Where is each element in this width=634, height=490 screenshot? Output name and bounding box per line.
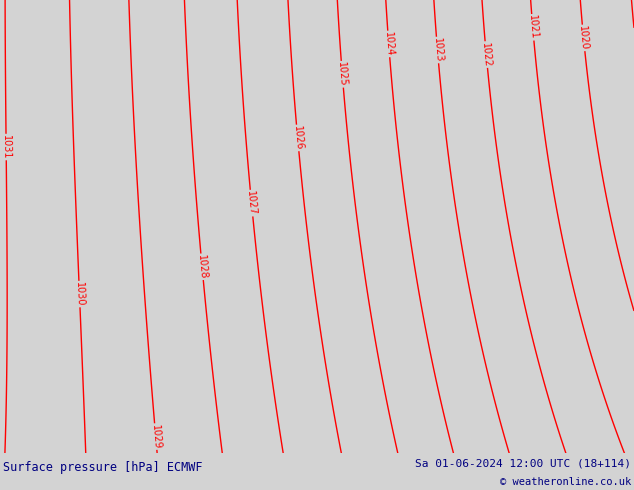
Text: 1024: 1024 [383,31,394,57]
Text: 1028: 1028 [196,254,208,279]
Text: 1025: 1025 [336,62,348,87]
Text: Sa 01-06-2024 12:00 UTC (18+114): Sa 01-06-2024 12:00 UTC (18+114) [415,459,631,468]
Text: 1026: 1026 [292,125,304,150]
Text: © weatheronline.co.uk: © weatheronline.co.uk [500,477,631,487]
Text: 1031: 1031 [1,135,11,159]
Text: 1023: 1023 [432,37,443,63]
Text: 1020: 1020 [578,25,590,50]
Text: 1021: 1021 [527,15,539,40]
Text: 1027: 1027 [245,190,257,216]
Text: 1022: 1022 [480,42,493,67]
Text: 1029: 1029 [150,424,162,449]
Text: Surface pressure [hPa] ECMWF: Surface pressure [hPa] ECMWF [3,462,203,474]
Text: 1030: 1030 [74,282,85,307]
